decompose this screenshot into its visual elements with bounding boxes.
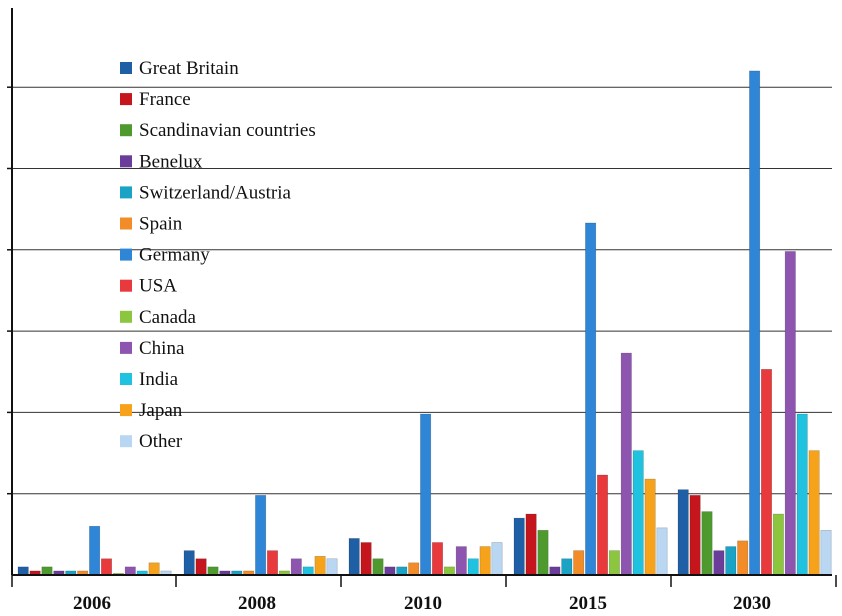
bar [420, 413, 432, 576]
legend-label: Spain [139, 214, 183, 235]
bars [17, 70, 832, 576]
bar [656, 527, 668, 576]
bar [17, 566, 29, 576]
x-tick-label: 2006 [73, 593, 111, 614]
bar [644, 478, 656, 576]
legend-swatch [120, 279, 132, 292]
bar [41, 566, 53, 576]
legend-label: Japan [139, 400, 183, 421]
x-tick-label: 2008 [238, 593, 276, 614]
legend-swatch [120, 341, 132, 354]
legend-swatch [120, 124, 132, 137]
bar [467, 558, 479, 576]
legend-label: China [139, 338, 185, 359]
bar [455, 546, 467, 576]
bar [689, 495, 701, 576]
legend-swatch [120, 62, 132, 74]
legend-label: Benelux [139, 151, 203, 172]
axes [7, 8, 837, 587]
bar [183, 550, 195, 576]
bar [266, 550, 278, 576]
legend-swatch [120, 310, 132, 323]
legend-label: Germany [139, 245, 210, 266]
bar [443, 566, 455, 576]
x-tick-label: 2015 [569, 593, 607, 614]
bar [408, 562, 420, 576]
bar [620, 352, 632, 576]
bar [148, 562, 160, 576]
x-tick-label: 2030 [733, 593, 771, 614]
bar [360, 542, 372, 576]
bar [207, 566, 219, 576]
legend-swatch [120, 435, 132, 448]
bar [820, 529, 832, 576]
legend-label: France [139, 89, 191, 110]
bar [796, 413, 808, 576]
bar [491, 542, 503, 576]
bar [384, 566, 396, 576]
bar [101, 558, 113, 576]
bar [396, 566, 408, 576]
bar [585, 222, 597, 576]
legend-swatch [120, 155, 132, 168]
bar [255, 495, 267, 576]
bar [479, 546, 491, 576]
legend-label: Great Britain [139, 58, 239, 79]
bar [784, 251, 796, 576]
bar [561, 558, 573, 576]
bar [525, 513, 537, 576]
bar [725, 546, 737, 576]
legend: Great Britain France Scandinavian countrie… [120, 58, 316, 452]
bar [713, 550, 725, 576]
bar [314, 556, 326, 576]
legend-label: USA [139, 276, 177, 297]
bar [124, 566, 136, 576]
legend-swatch [120, 93, 132, 106]
bar [431, 542, 443, 576]
bar [701, 511, 713, 576]
bar [302, 566, 314, 576]
bar [372, 558, 384, 576]
bar [808, 450, 820, 576]
bar [348, 538, 360, 576]
bar [760, 369, 772, 576]
bar [677, 489, 689, 576]
bar [549, 566, 561, 576]
bar [772, 513, 784, 576]
bar [573, 550, 585, 576]
legend-label: Canada [139, 307, 197, 328]
legend-swatch [120, 248, 132, 261]
bar [513, 517, 525, 576]
bar [632, 450, 644, 576]
bar [326, 558, 338, 576]
bar [737, 540, 749, 576]
gridlines [12, 86, 832, 495]
x-tick-label: 2010 [404, 593, 442, 614]
bar [596, 474, 608, 576]
legend-label: Scandinavian countries [139, 120, 316, 141]
legend-label: India [139, 369, 179, 390]
bar [195, 558, 207, 576]
x-tick-labels: 2006 2008 2010 2015 2030 [73, 593, 771, 614]
bar [290, 558, 302, 576]
legend-swatch [120, 373, 132, 385]
legend-swatch [120, 404, 132, 417]
legend-swatch [120, 217, 132, 230]
bar [537, 529, 549, 576]
legend-label: Switzerland/Austria [139, 182, 292, 203]
legend-swatch [120, 186, 132, 199]
bar [608, 550, 620, 576]
bar [749, 70, 761, 576]
bar [89, 525, 101, 576]
legend-label: Other [139, 431, 183, 452]
